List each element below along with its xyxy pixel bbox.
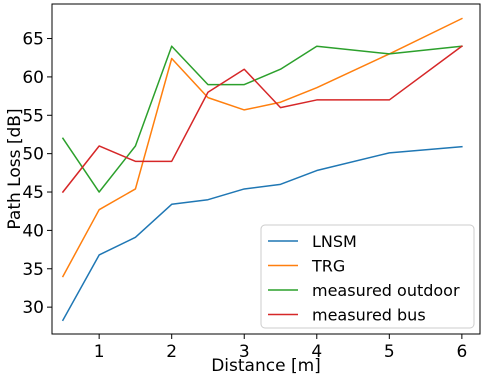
legend-label: measured outdoor — [312, 281, 460, 300]
x-tick-label: 3 — [239, 342, 250, 362]
series-line-lnsm — [61, 145, 463, 322]
y-tick-label: 55 — [22, 106, 44, 126]
y-tick-label: 40 — [22, 221, 44, 241]
legend: LNSM TRG measured outdoor measured bus — [260, 224, 475, 329]
y-tick-label: 50 — [22, 145, 44, 165]
x-tick-label: 4 — [311, 342, 322, 362]
x-tick-label: 1 — [94, 342, 105, 362]
y-axis-label: Path Loss [dB] — [5, 108, 25, 229]
x-tick-label: 6 — [456, 342, 467, 362]
series-line-measured-outdoor — [61, 45, 463, 193]
y-tick-label: 60 — [22, 68, 44, 88]
y-tick-label: 30 — [22, 298, 44, 318]
y-tick-label: 65 — [22, 30, 44, 50]
x-tick-label: 2 — [166, 342, 177, 362]
legend-label: LNSM — [312, 232, 357, 251]
series-layer — [61, 17, 463, 322]
legend-box — [260, 224, 475, 329]
y-tick-label: 45 — [22, 183, 44, 203]
y-tick-label: 35 — [22, 260, 44, 280]
series-line-trg — [61, 17, 463, 278]
x-axis-label: Distance [m] — [211, 356, 321, 376]
series-line-measured-bus — [61, 45, 463, 194]
legend-label: TRG — [311, 257, 345, 276]
x-tick-label: 5 — [384, 342, 395, 362]
legend-label: measured bus — [312, 306, 426, 325]
